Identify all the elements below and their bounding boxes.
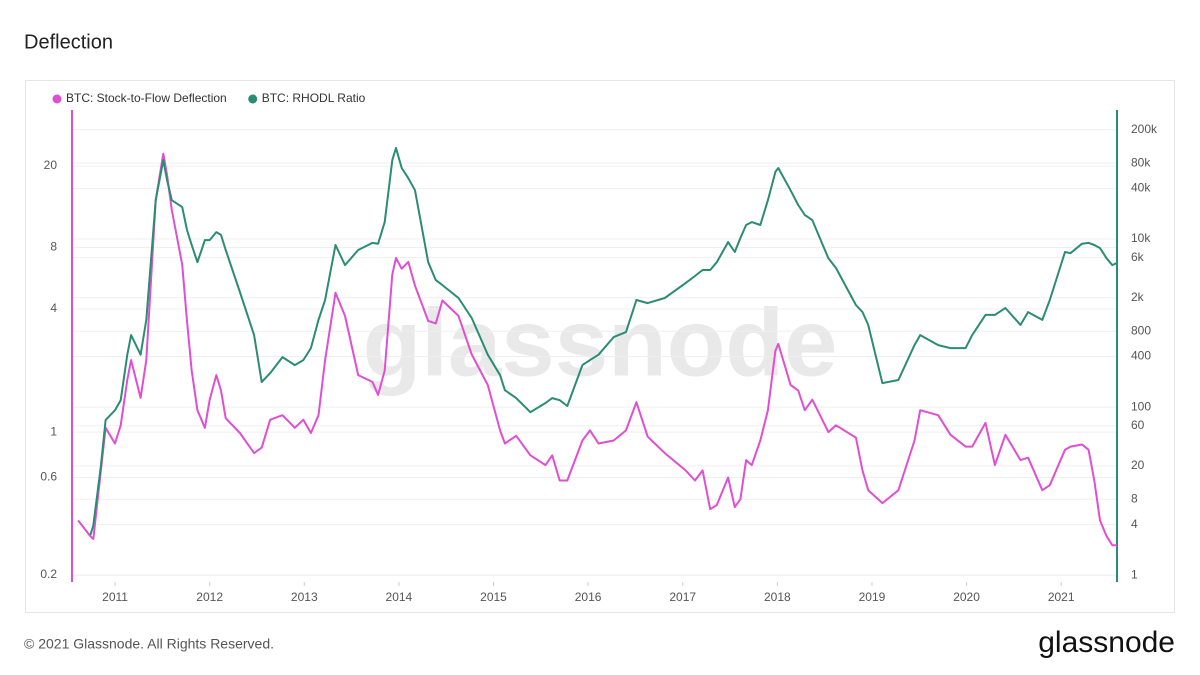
y2-tick-label: 100 xyxy=(1131,399,1151,413)
x-tick-label: 2018 xyxy=(764,590,791,604)
y2-tick-label: 60 xyxy=(1131,418,1145,432)
x-tick-label: 2017 xyxy=(669,590,696,604)
x-tick-label: 2015 xyxy=(480,590,507,604)
x-tick-label: 2020 xyxy=(953,590,980,604)
y-tick-label: 20 xyxy=(44,158,58,172)
series-line xyxy=(89,147,1118,536)
legend-label: BTC: RHODL Ratio xyxy=(262,91,366,105)
series-line xyxy=(77,152,1117,547)
legend-label: BTC: Stock-to-Flow Deflection xyxy=(66,91,227,105)
logo: glassnode xyxy=(1038,626,1175,659)
x-tick-label: 2012 xyxy=(196,590,223,604)
y-tick-label: 0.2 xyxy=(40,567,57,581)
y2-tick-label: 10k xyxy=(1131,231,1151,245)
x-tick-label: 2014 xyxy=(386,590,413,604)
x-tick-label: 2016 xyxy=(575,590,602,604)
y2-tick-label: 2k xyxy=(1131,290,1145,304)
y2-tick-label: 1 xyxy=(1131,567,1138,581)
y-tick-label: 4 xyxy=(50,301,57,315)
x-tick-label: 2011 xyxy=(102,590,128,604)
y2-tick-label: 20 xyxy=(1131,458,1145,472)
chart-frame xyxy=(25,80,1175,613)
y2-tick-label: 800 xyxy=(1131,323,1151,337)
y2-tick-label: 6k xyxy=(1131,250,1145,264)
legend-marker xyxy=(248,94,258,104)
watermark: glassnode xyxy=(363,289,838,396)
y2-tick-label: 8 xyxy=(1131,491,1138,505)
chart-title: Deflection xyxy=(24,31,113,53)
legend-marker xyxy=(52,94,62,104)
y2-tick-label: 400 xyxy=(1131,349,1151,363)
y2-tick-label: 4 xyxy=(1131,517,1138,531)
y-tick-label: 8 xyxy=(50,240,57,254)
y2-tick-label: 80k xyxy=(1131,155,1151,169)
y-tick-label: 0.6 xyxy=(40,470,57,484)
y2-tick-label: 40k xyxy=(1131,181,1151,195)
x-tick-label: 2021 xyxy=(1048,590,1075,604)
y-tick-label: 1 xyxy=(50,424,57,438)
y2-tick-label: 200k xyxy=(1131,122,1158,136)
x-tick-label: 2019 xyxy=(859,590,886,604)
x-tick-label: 2013 xyxy=(291,590,318,604)
copyright: © 2021 Glassnode. All Rights Reserved. xyxy=(24,636,274,652)
